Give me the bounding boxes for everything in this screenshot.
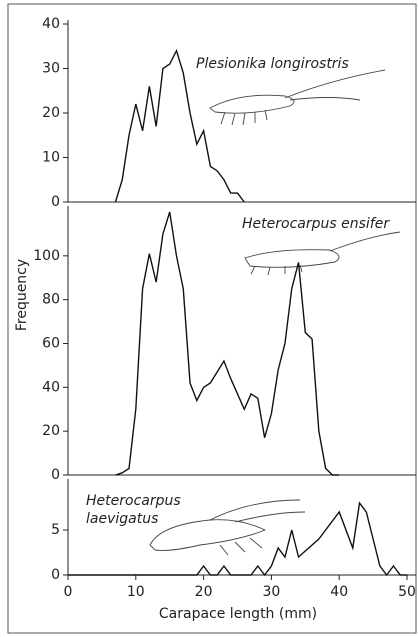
data-line bbox=[115, 212, 339, 475]
y-tick-label: 40 bbox=[42, 379, 60, 395]
x-tick-label: 20 bbox=[195, 584, 213, 600]
y-tick-label: 0 bbox=[51, 194, 60, 210]
y-tick-label: 5 bbox=[51, 522, 60, 538]
x-tick-label: 10 bbox=[127, 584, 145, 600]
annotation: Heterocarpus laevigatus bbox=[86, 492, 186, 528]
y-tick-label: 40 bbox=[42, 16, 60, 32]
y-axis-label: Frequency bbox=[14, 259, 30, 331]
annotation: Plesionika longirostris bbox=[196, 56, 349, 72]
x-tick-label: 40 bbox=[330, 584, 348, 600]
y-tick-label: 100 bbox=[33, 248, 60, 264]
annotation: Heterocarpus ensifer bbox=[242, 216, 390, 232]
y-tick-label: 0 bbox=[51, 567, 60, 583]
y-tick-label: 20 bbox=[42, 423, 60, 439]
x-axis-label: Carapace length (mm) bbox=[159, 606, 317, 622]
shrimp-drawings bbox=[150, 70, 400, 555]
y-tick-label: 80 bbox=[42, 292, 60, 308]
x-tick-label: 0 bbox=[64, 584, 73, 600]
figure: Plesionika longirostris Heterocarpus ens… bbox=[0, 0, 419, 637]
chart: Plesionika longirostris Heterocarpus ens… bbox=[0, 0, 419, 637]
x-tick-label: 30 bbox=[262, 584, 280, 600]
y-tick-label: 0 bbox=[51, 467, 60, 483]
x-tick-label: 50 bbox=[398, 584, 416, 600]
data-line bbox=[115, 51, 244, 202]
y-tick-label: 10 bbox=[42, 150, 60, 166]
y-tick-label: 30 bbox=[42, 61, 60, 77]
y-tick-label: 60 bbox=[42, 336, 60, 352]
y-tick-label: 20 bbox=[42, 105, 60, 121]
